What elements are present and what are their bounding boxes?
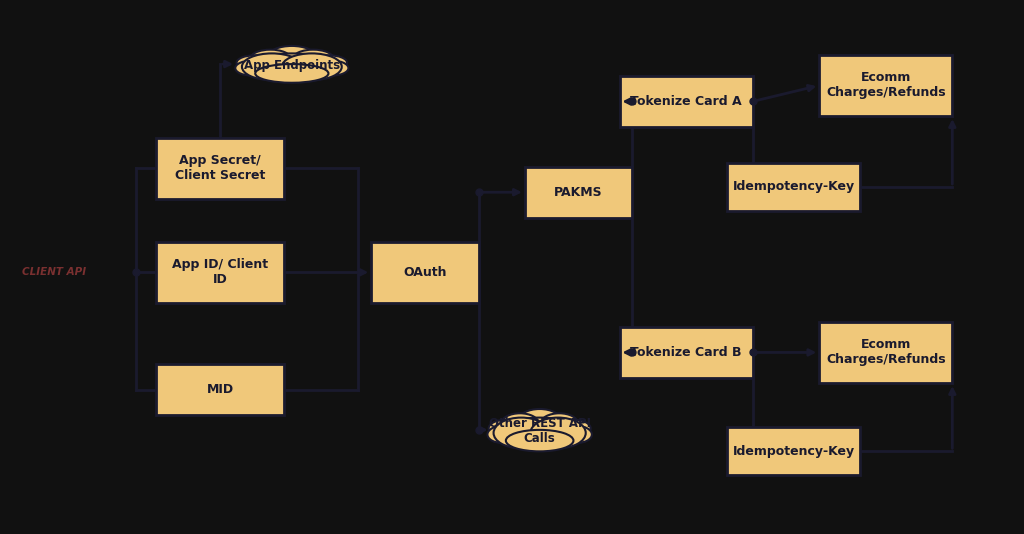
Ellipse shape bbox=[530, 418, 586, 449]
FancyBboxPatch shape bbox=[620, 76, 753, 127]
Ellipse shape bbox=[242, 53, 302, 80]
Text: Idempotency-Key: Idempotency-Key bbox=[732, 180, 855, 193]
Text: Idempotency-Key: Idempotency-Key bbox=[732, 445, 855, 458]
Text: Other REST API
Calls: Other REST API Calls bbox=[488, 418, 591, 445]
Ellipse shape bbox=[541, 413, 578, 433]
Text: OAuth: OAuth bbox=[403, 266, 446, 279]
Text: App Secret/
Client Secret: App Secret/ Client Secret bbox=[175, 154, 265, 182]
Ellipse shape bbox=[561, 426, 592, 443]
Ellipse shape bbox=[506, 430, 573, 451]
FancyBboxPatch shape bbox=[620, 327, 753, 378]
FancyBboxPatch shape bbox=[727, 163, 860, 211]
Ellipse shape bbox=[315, 60, 348, 75]
Ellipse shape bbox=[249, 53, 335, 80]
Text: App ID/ Client
ID: App ID/ Client ID bbox=[172, 258, 268, 286]
Ellipse shape bbox=[502, 413, 539, 433]
Ellipse shape bbox=[487, 426, 518, 443]
Text: Tokenize Card A: Tokenize Card A bbox=[630, 95, 742, 108]
Ellipse shape bbox=[282, 53, 342, 80]
Ellipse shape bbox=[488, 420, 523, 437]
Ellipse shape bbox=[251, 50, 291, 67]
Ellipse shape bbox=[310, 56, 347, 70]
Text: App Endpoints: App Endpoints bbox=[244, 59, 340, 72]
Ellipse shape bbox=[255, 64, 329, 83]
FancyBboxPatch shape bbox=[819, 321, 952, 383]
Ellipse shape bbox=[556, 420, 591, 437]
FancyBboxPatch shape bbox=[819, 55, 952, 116]
Text: MID: MID bbox=[207, 383, 233, 396]
Ellipse shape bbox=[518, 409, 561, 433]
Text: Ecomm
Charges/Refunds: Ecomm Charges/Refunds bbox=[826, 339, 945, 366]
Text: Ecomm
Charges/Refunds: Ecomm Charges/Refunds bbox=[826, 72, 945, 99]
FancyBboxPatch shape bbox=[156, 137, 284, 199]
Ellipse shape bbox=[500, 418, 580, 449]
Text: PAKMS: PAKMS bbox=[554, 186, 603, 199]
Ellipse shape bbox=[293, 50, 333, 67]
FancyBboxPatch shape bbox=[156, 364, 284, 415]
FancyBboxPatch shape bbox=[371, 241, 478, 303]
FancyBboxPatch shape bbox=[156, 241, 284, 303]
Text: Tokenize Card B: Tokenize Card B bbox=[631, 346, 741, 359]
FancyBboxPatch shape bbox=[727, 427, 860, 475]
Ellipse shape bbox=[494, 418, 549, 449]
Ellipse shape bbox=[236, 60, 268, 75]
Text: CLIENT API: CLIENT API bbox=[23, 268, 86, 277]
FancyBboxPatch shape bbox=[524, 167, 632, 218]
Ellipse shape bbox=[268, 46, 315, 66]
Ellipse shape bbox=[237, 56, 273, 70]
